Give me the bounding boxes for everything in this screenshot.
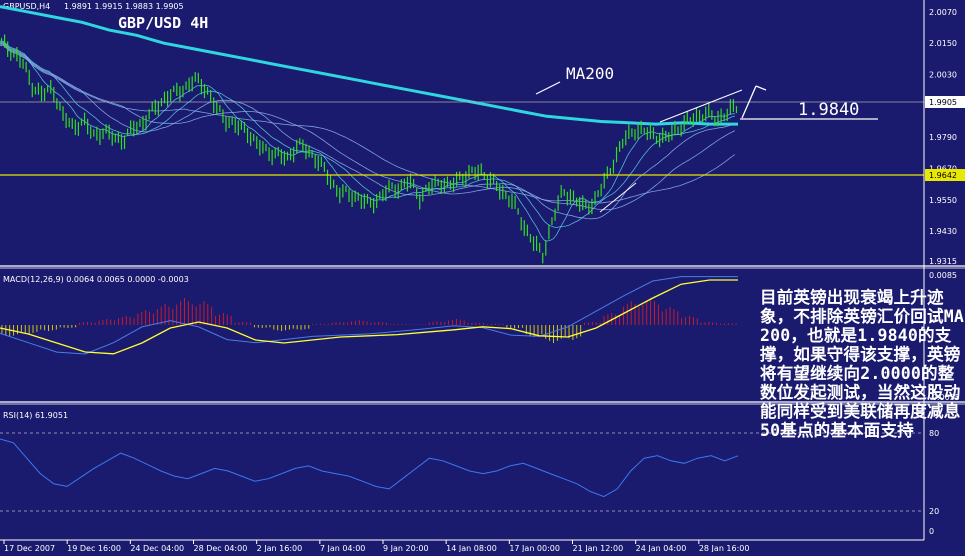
chart-title: GBP/USD 4H <box>118 14 208 32</box>
ma200-label-pointer <box>535 81 561 95</box>
time-tick-label: 24 Dec 04:00 <box>130 544 184 552</box>
rsi-panel: RSI(14) 61.9051 80 20 0 <box>0 411 939 536</box>
trend-channel-lower <box>599 182 637 213</box>
ma200-line <box>0 5 738 126</box>
price-tick-label: 1.9790 <box>929 133 957 142</box>
time-tick-label: 19 Dec 16:00 <box>67 544 121 552</box>
price-axis: 2.00702.01502.00301.97901.96701.95501.94… <box>923 0 965 540</box>
current-price-label: 1.9905 <box>929 98 957 107</box>
price-tick-label: 1.9430 <box>929 227 957 236</box>
macd-axis-bottom-label: -0.0055 <box>929 393 960 402</box>
macd-line <box>0 276 738 355</box>
macd-histogram <box>1 298 737 343</box>
horizontal-level-marker <box>925 169 965 181</box>
moving-average-line <box>0 42 736 220</box>
time-tick-label: 28 Jan 16:00 <box>699 544 750 552</box>
price-tick-label: 2.0030 <box>929 71 957 80</box>
time-tick-label: 2 Jan 16:00 <box>257 544 303 552</box>
time-tick-label: 28 Dec 04:00 <box>194 544 248 552</box>
price-tick-label: 1.9550 <box>929 196 957 205</box>
symbol-readout: GBPUSD,H4 <box>3 2 50 11</box>
price-bars <box>0 34 738 264</box>
support-level-label: 1.9840 <box>798 100 859 120</box>
up-arrow-annotation <box>741 85 767 119</box>
moving-average-line <box>0 43 736 211</box>
price-tick-label: 1.9315 <box>929 257 957 266</box>
price-panel-background <box>0 0 924 265</box>
price-tick-label: 2.0070 <box>929 8 957 17</box>
price-panel: GBPUSD,H4 1.9891 1.9915 1.9883 1.9905 GB… <box>0 0 924 265</box>
rsi-level-20-label: 20 <box>929 507 939 516</box>
macd-axis-top-label: 0.0085 <box>929 271 957 280</box>
time-tick-label: 24 Jan 04:00 <box>636 544 687 552</box>
ohlc-readout: 1.9891 1.9915 1.9883 1.9905 <box>64 2 184 11</box>
time-tick-label: 21 Jan 12:00 <box>573 544 624 552</box>
moving-average-line <box>0 41 736 228</box>
current-price-marker <box>925 96 965 108</box>
time-tick-label: 9 Jan 20:00 <box>383 544 429 552</box>
ma200-label: MA200 <box>566 64 614 83</box>
rsi-level-80-label: 80 <box>929 429 939 438</box>
price-tick-labels: 2.00702.01502.00301.97901.96701.95501.94… <box>929 8 957 266</box>
price-tick-label: 2.0150 <box>929 39 957 48</box>
macd-signal-line <box>0 279 738 355</box>
horizontal-level-label: 1.9642 <box>929 171 957 180</box>
analysis-note: 目前英镑出现衰竭上升迹象，不排除英镑汇价回试MA200，也就是1.9840的支撑… <box>760 288 964 440</box>
trend-channel-upper <box>659 89 743 123</box>
rsi-line <box>0 438 739 498</box>
rsi-label: RSI(14) 61.9051 <box>3 411 68 420</box>
rsi-level-0-label: 0 <box>929 527 934 536</box>
time-tick-label: 7 Jan 04:00 <box>320 544 366 552</box>
time-tick-label: 17 Dec 2007 <box>4 544 55 552</box>
time-axis: 17 Dec 2007 19 Dec 16:00 24 Dec 04:00 28 De… <box>3 540 750 553</box>
time-tick-label: 17 Jan 00:00 <box>509 544 560 552</box>
macd-panel: MACD(12,26,9) 0.0064 0.0065 0.0000 -0.00… <box>0 271 960 402</box>
time-tick-label: 14 Jan 08:00 <box>446 544 497 552</box>
macd-label: MACD(12,26,9) 0.0064 0.0065 0.0000 -0.00… <box>3 275 189 284</box>
